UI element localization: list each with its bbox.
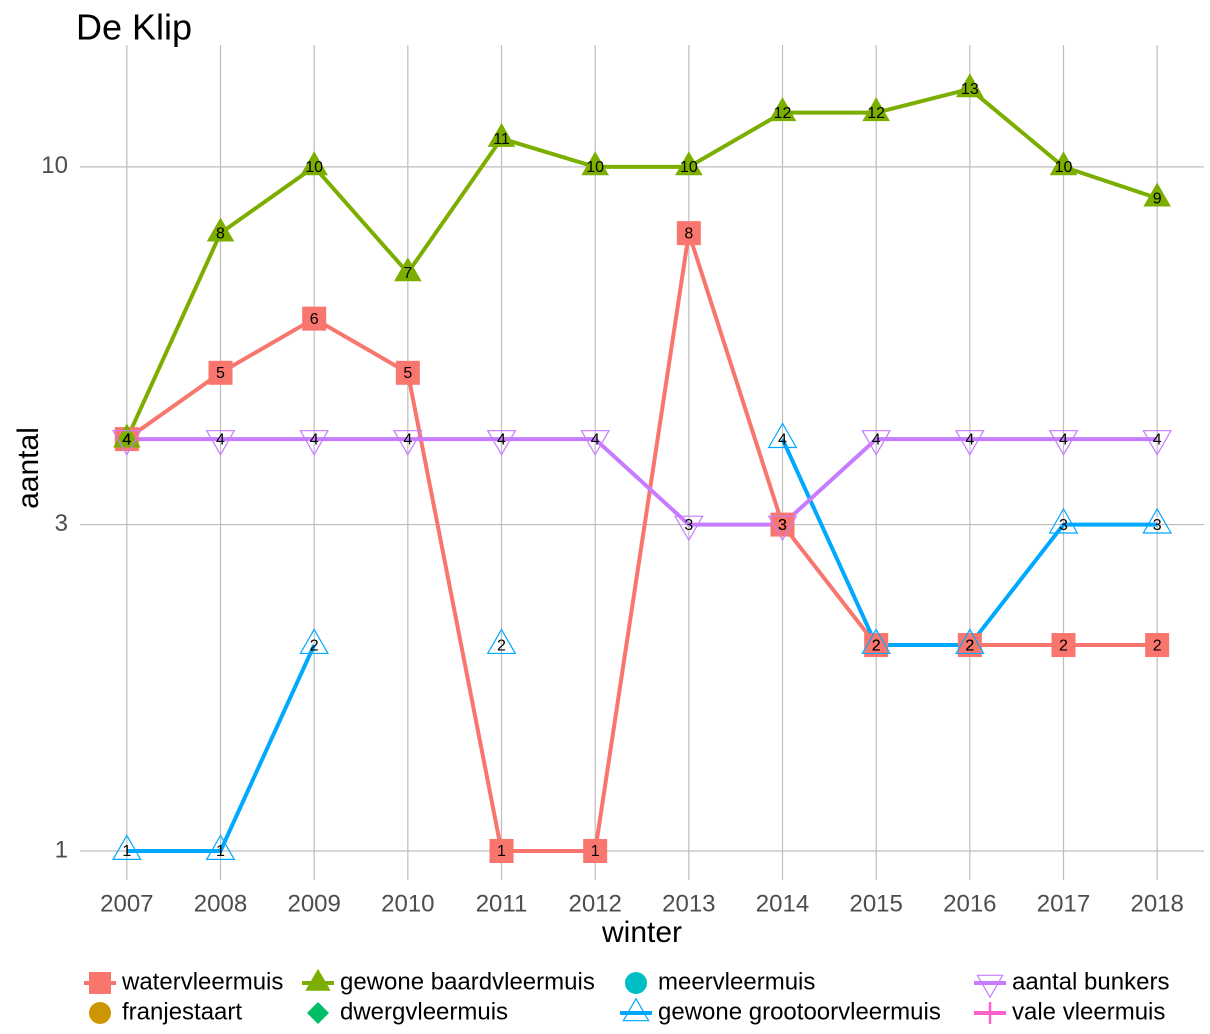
- legend-label: gewone baardvleermuis: [340, 968, 595, 995]
- data-label: 3: [684, 517, 693, 534]
- data-label: 12: [867, 105, 885, 122]
- data-label: 3: [1059, 517, 1068, 534]
- legend-item: gewone baardvleermuis: [302, 968, 595, 995]
- data-label: 3: [1153, 517, 1162, 534]
- x-tick-label: 2013: [662, 890, 715, 917]
- data-label: 5: [403, 365, 412, 382]
- data-label: 13: [961, 81, 979, 98]
- data-label: 10: [305, 159, 323, 176]
- data-label: 1: [591, 843, 600, 860]
- legend-item: franjestaart: [89, 998, 242, 1025]
- series-line: [127, 439, 1157, 524]
- legend-key: [89, 972, 111, 994]
- data-label: 4: [403, 431, 412, 448]
- data-label: 1: [122, 843, 131, 860]
- data-label: 12: [774, 105, 792, 122]
- legend-key: [977, 975, 1002, 997]
- legend-label: franjestaart: [122, 998, 242, 1025]
- chart-title: De Klip: [76, 7, 192, 48]
- legend-label: vale vleermuis: [1012, 998, 1165, 1025]
- y-tick-label: 3: [55, 510, 68, 537]
- legend-item: aantal bunkers: [974, 968, 1169, 997]
- data-label: 4: [310, 431, 319, 448]
- data-label: 6: [310, 311, 319, 328]
- legend-label: meervleermuis: [658, 968, 815, 995]
- data-label: 10: [1055, 159, 1073, 176]
- legend-key: [625, 972, 647, 994]
- x-tick-label: 2011: [476, 890, 528, 917]
- data-label: 2: [872, 637, 881, 654]
- data-label: 1: [216, 843, 225, 860]
- data-label: 8: [684, 225, 693, 242]
- legend-key: [623, 999, 648, 1021]
- x-tick-label: 2017: [1037, 890, 1090, 917]
- series-line: [127, 233, 1157, 851]
- x-tick-label: 2007: [100, 890, 153, 917]
- y-tick-label: 1: [55, 836, 68, 863]
- data-label: 2: [497, 637, 506, 654]
- legend-item: dwergvleermuis: [307, 998, 508, 1025]
- data-label: 4: [591, 431, 600, 448]
- legend-key: [979, 1002, 1001, 1024]
- data-label: 8: [216, 225, 225, 242]
- x-tick-label: 2012: [568, 890, 621, 917]
- data-label: 4: [216, 431, 225, 448]
- data-label: 2: [965, 637, 974, 654]
- y-tick-label: 10: [41, 152, 68, 179]
- data-label: 4: [1153, 431, 1162, 448]
- data-label: 10: [586, 159, 604, 176]
- x-tick-label: 2016: [943, 890, 996, 917]
- data-label: 4: [778, 431, 787, 448]
- data-label: 4: [1059, 431, 1068, 448]
- x-tick-label: 2009: [287, 890, 340, 917]
- y-axis-title: aantal: [12, 427, 45, 509]
- data-label: 11: [493, 131, 510, 148]
- series-line: [127, 89, 1157, 439]
- data-label: 4: [965, 431, 974, 448]
- legend-item: meervleermuis: [625, 968, 815, 995]
- data-label: 1: [497, 843, 506, 860]
- data-label: 2: [1153, 637, 1162, 654]
- legend-label: watervleermuis: [121, 968, 283, 995]
- legend-label: gewone grootoorvleermuis: [658, 998, 941, 1025]
- legend-item: watervleermuis: [84, 968, 283, 995]
- x-tick-label: 2010: [381, 890, 434, 917]
- legend-item: vale vleermuis: [974, 998, 1165, 1025]
- data-label: 5: [216, 365, 225, 382]
- x-tick-label: 2008: [194, 890, 247, 917]
- data-label: 4: [122, 431, 131, 448]
- legend-label: aantal bunkers: [1012, 968, 1169, 995]
- legend-label: dwergvleermuis: [340, 998, 508, 1025]
- data-label: 3: [778, 517, 787, 534]
- legend-key: [307, 1002, 329, 1024]
- data-label: 2: [310, 637, 319, 654]
- data-label: 9: [1153, 190, 1162, 207]
- data-label: 4: [497, 431, 506, 448]
- data-label: 4: [872, 431, 881, 448]
- x-tick-label: 2018: [1130, 890, 1183, 917]
- data-label: 10: [680, 159, 698, 176]
- legend-key: [89, 1002, 111, 1024]
- data-label: 2: [1059, 637, 1068, 654]
- x-axis-title: winter: [601, 916, 682, 949]
- x-tick-label: 2014: [756, 890, 809, 917]
- chart: De Klip winter aantal 131020072008200920…: [0, 0, 1210, 1029]
- legend-key: [305, 969, 330, 991]
- data-label: 7: [403, 265, 412, 282]
- legend-item: gewone grootoorvleermuis: [620, 998, 941, 1025]
- x-tick-label: 2015: [849, 890, 902, 917]
